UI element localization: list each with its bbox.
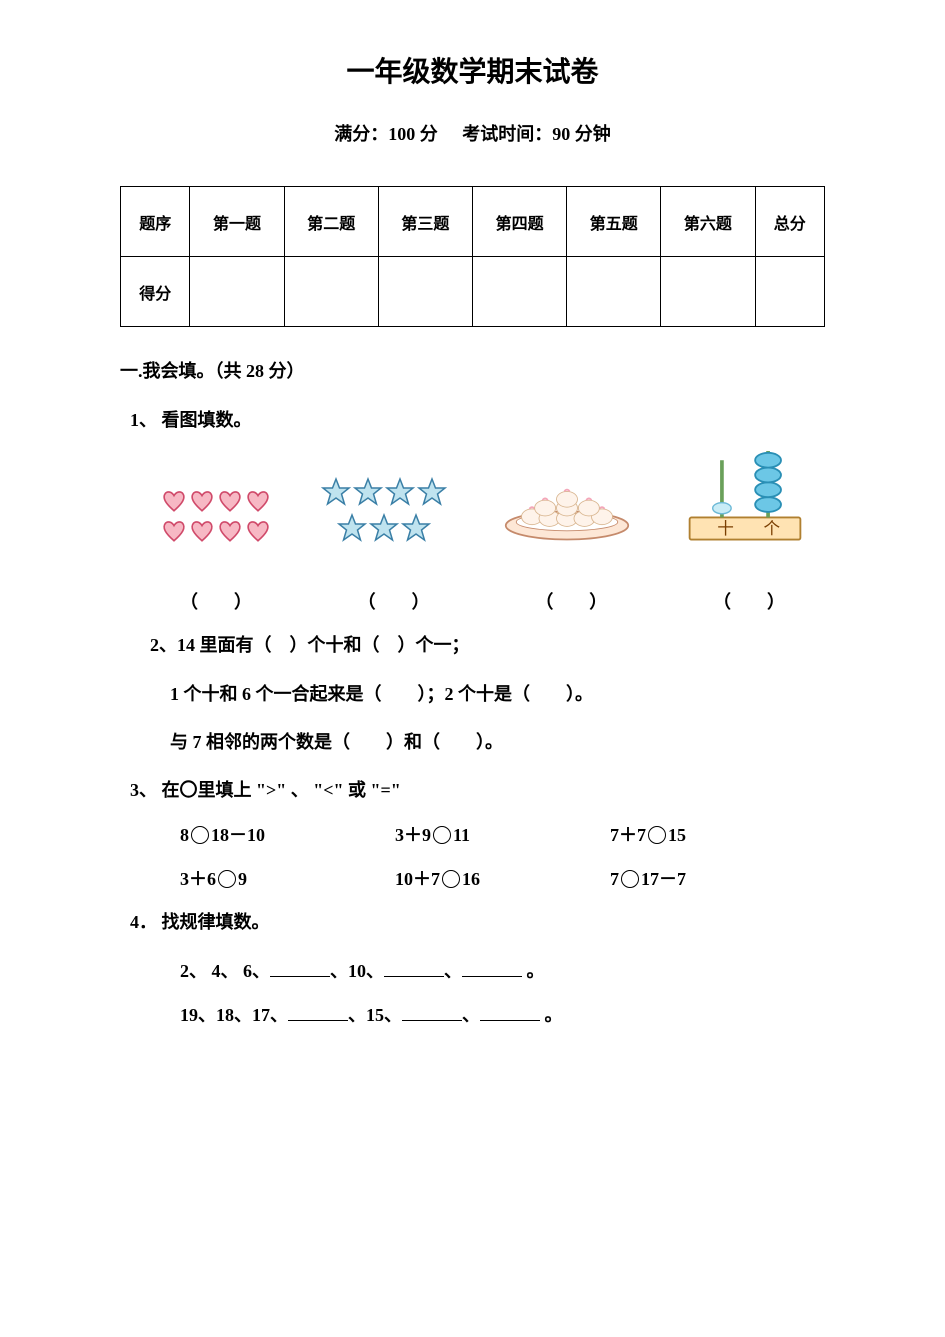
paren-3: （ ） [535,588,607,614]
abacus-icon: 十 个 [685,451,805,543]
star-icon [385,477,415,507]
paren-2: （ ） [358,588,430,614]
comp-cell: 7＋715 [610,821,825,847]
blank-line [480,1005,540,1021]
star-icon [353,477,383,507]
score-cell [190,257,284,327]
col-q6: 第六题 [661,187,755,257]
col-q5: 第五题 [567,187,661,257]
blank-line [402,1005,462,1021]
q4-label: 4． 找规律填数。 [130,905,825,939]
figure-abacus: 十 个 [685,451,805,548]
full-score: 满分：100 分 [334,124,438,144]
bun-icon [556,490,577,508]
q2-line-a: 2、14 里面有（ ）个十和（ ）个一； [150,628,825,662]
blank-line [462,961,522,977]
heart-icon [161,519,187,543]
heart-icon [217,489,243,513]
blank-line [270,961,330,977]
exam-time: 考试时间：90 分钟 [462,124,611,144]
col-seq: 题序 [121,187,190,257]
buns-icon [497,473,637,543]
page-subtitle: 满分：100 分 考试时间：90 分钟 [120,120,825,146]
score-table: 题序 第一题 第二题 第三题 第四题 第五题 第六题 总分 得分 [120,186,825,327]
heart-icon [189,489,215,513]
col-q4: 第四题 [472,187,566,257]
heart-icon [161,489,187,513]
comp-cell: 818－10 [180,821,395,847]
score-cell [661,257,755,327]
pattern-line-2: 19、18、17、、15、、 。 [180,1001,825,1027]
star-icon [401,513,431,543]
q2-line-b: 1 个十和 6 个一合起来是（ ）；2 个十是（ ）。 [170,677,825,711]
score-header-row: 题序 第一题 第二题 第三题 第四题 第五题 第六题 总分 [121,187,825,257]
heart-icon [189,519,215,543]
circle-blank [442,870,460,888]
svg-text:十: 十 [717,519,734,538]
score-cell [567,257,661,327]
circle-blank [621,870,639,888]
star-icon [369,513,399,543]
q1-label: 1、 看图填数。 [130,403,825,437]
col-q2: 第二题 [284,187,378,257]
figure-buns [497,473,637,548]
heart-icon [245,489,271,513]
score-value-row: 得分 [121,257,825,327]
figure-hearts [160,488,272,548]
score-cell [378,257,472,327]
bun-icon [578,499,599,517]
comp-cell: 3＋69 [180,865,395,891]
comp-cell: 3＋911 [395,821,610,847]
comp-cell: 717－7 [610,865,825,891]
figure-row: 十 个 [160,451,805,548]
blank-line [288,1005,348,1021]
star-icon [321,477,351,507]
page-title: 一年级数学期末试卷 [120,50,825,90]
paren-1: （ ） [180,588,252,614]
q3-label: 3、 在〇里填上 ">" 、 "<" 或 "=" [130,773,825,807]
svg-text:个: 个 [763,519,780,538]
paren-4: （ ） [713,588,785,614]
circle-blank [648,826,666,844]
figure-stars [320,476,448,548]
row-label: 得分 [121,257,190,327]
comp-cell: 10＋716 [395,865,610,891]
score-cell [472,257,566,327]
col-total: 总分 [755,187,825,257]
blank-line [384,961,444,977]
circle-blank [218,870,236,888]
bun-icon [534,499,555,517]
col-q3: 第三题 [378,187,472,257]
pattern-line-1: 2、 4、 6、、10、、 。 [180,957,825,983]
col-q1: 第一题 [190,187,284,257]
circle-blank [191,826,209,844]
star-icon [417,477,447,507]
circle-blank [433,826,451,844]
section-1-heading: 一.我会填。（共 28 分） [120,357,825,383]
answer-paren-row: （ ） （ ） （ ） （ ） [180,588,785,614]
star-icon [337,513,367,543]
heart-icon [245,519,271,543]
score-cell [284,257,378,327]
score-cell [755,257,825,327]
q2-line-c: 与 7 相邻的两个数是（ ）和（ ）。 [170,725,825,759]
heart-icon [217,519,243,543]
comparison-grid: 818－10 3＋911 7＋715 3＋69 10＋716 717－7 [180,821,825,891]
